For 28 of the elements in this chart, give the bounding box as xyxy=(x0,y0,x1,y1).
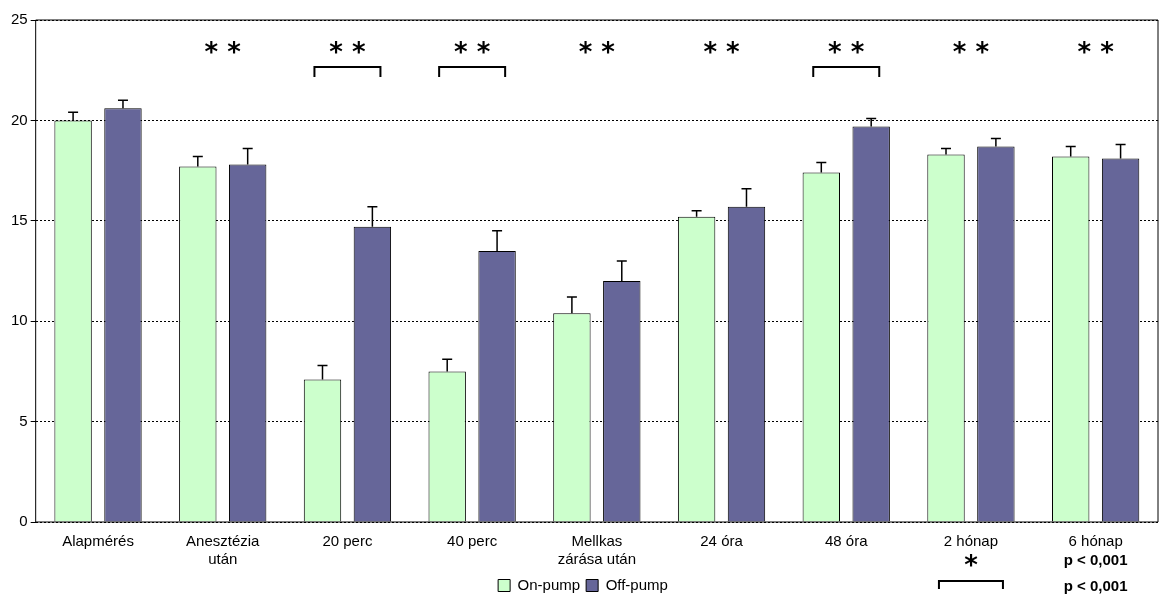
annotation: * * xyxy=(204,36,242,67)
x-tick-label: 48 óra xyxy=(824,532,869,550)
y-tick-label: 25 xyxy=(11,10,28,28)
legend-label: On-pump xyxy=(517,575,581,593)
text: p < 0,001 xyxy=(1063,577,1128,595)
annotation: * * xyxy=(329,36,366,67)
x-tick-label: Anesztézia után xyxy=(186,532,261,568)
x-tick-label: 24 óra xyxy=(700,532,744,550)
x-tick-label: 20 perc xyxy=(322,532,373,550)
annotation: * * xyxy=(828,36,865,67)
y-tick-label: 15 xyxy=(11,210,28,228)
y-tick-label: 0 xyxy=(19,512,28,530)
annotation: * * xyxy=(578,36,616,67)
legend-label: Off-pump xyxy=(605,575,668,593)
y-tick-label: 10 xyxy=(11,311,28,329)
x-tick-label: 6 hónap xyxy=(1068,532,1123,550)
annotation: * * xyxy=(1077,36,1115,67)
text: p < 0,001 xyxy=(1063,551,1128,569)
x-tick-label: 40 perc xyxy=(447,532,498,550)
annotation: * * xyxy=(454,36,491,67)
x-tick-label: Alapmérés xyxy=(62,532,134,550)
annotation: * * xyxy=(703,36,741,67)
x-tick-label: Mellkas zárása után xyxy=(557,532,637,568)
annotation: * * xyxy=(952,36,990,67)
y-tick-label: 5 xyxy=(19,411,28,429)
y-tick-label: 20 xyxy=(11,110,28,128)
x-tick-label: 2 hónap xyxy=(943,532,999,550)
text: * xyxy=(964,549,979,580)
